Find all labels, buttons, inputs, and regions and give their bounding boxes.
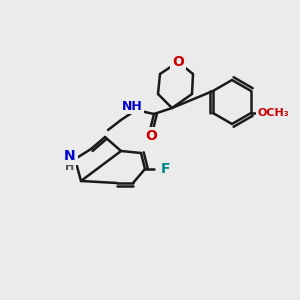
Text: F: F [160,162,170,176]
Text: H: H [65,162,75,172]
Text: O: O [172,55,184,69]
Text: N: N [64,149,76,163]
Text: OCH₃: OCH₃ [257,108,289,118]
Text: O: O [145,129,157,143]
Text: NH: NH [122,100,142,112]
